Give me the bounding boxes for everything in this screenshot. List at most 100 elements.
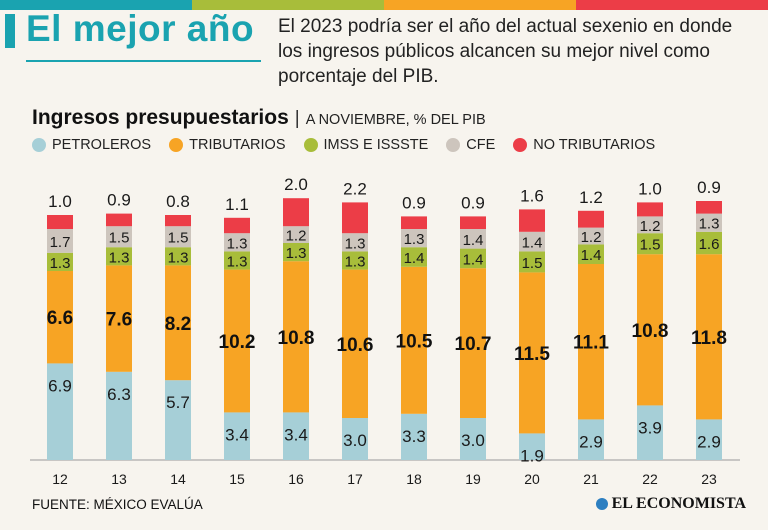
chart-legend: PETROLEROS TRIBUTARIOS IMSS E ISSSTE CFE NO … (32, 137, 655, 153)
chart-title-separator: | (294, 108, 300, 129)
bar-stack (578, 210, 604, 460)
bar-segment (519, 272, 545, 434)
data-label: 0.9 (697, 178, 721, 197)
data-label: 10.6 (337, 335, 374, 356)
bar-segment (224, 269, 250, 413)
bar-segment (165, 215, 191, 227)
legend-item: NO TRIBUTARIOS (513, 137, 655, 153)
data-label: 1.3 (404, 231, 425, 248)
data-label: 1.3 (50, 255, 71, 272)
data-label: 8.2 (165, 314, 191, 335)
data-label: 1.3 (109, 249, 130, 266)
bar-segment (519, 433, 545, 460)
bar-segment (106, 371, 132, 460)
data-label: 1.3 (227, 254, 248, 271)
data-label: 11.8 (691, 328, 727, 349)
bar-segment (460, 229, 486, 249)
legend-label: IMSS E ISSSTE (323, 137, 429, 153)
bar-stack (224, 217, 250, 460)
legend-swatch (169, 138, 184, 152)
bar-segment (224, 412, 250, 460)
bar-segment (342, 202, 368, 234)
data-label: 3.4 (284, 425, 308, 444)
x-tick-label: 13 (111, 471, 127, 487)
data-label: 3.0 (461, 431, 485, 450)
legend-label: PETROLEROS (52, 137, 152, 153)
bar-segment (47, 252, 73, 271)
data-label: 10.7 (455, 334, 492, 355)
bar-segment (578, 264, 604, 420)
bar-segment (460, 216, 486, 229)
data-label: 1.3 (345, 235, 366, 252)
bar-segment (401, 247, 427, 267)
data-label: 11.5 (514, 344, 550, 365)
data-label: 10.5 (396, 331, 433, 352)
bar-segment (283, 226, 309, 243)
bar-segment (165, 265, 191, 381)
bar-segment (283, 243, 309, 262)
data-label: 1.4 (404, 250, 425, 267)
bar-stack (283, 198, 309, 460)
data-label: 1.0 (638, 179, 662, 198)
bar-segment (342, 269, 368, 418)
data-label: 1.9 (520, 446, 544, 465)
bar-stack (637, 202, 663, 460)
data-label: 11.1 (573, 333, 609, 354)
data-label: 1.1 (225, 195, 249, 214)
bar-segment (696, 201, 722, 214)
legend-item: TRIBUTARIOS (169, 137, 286, 153)
data-label: 1.3 (699, 216, 720, 233)
bar-stack (47, 215, 73, 460)
data-label: 1.3 (345, 254, 366, 271)
chart-subtitle: A NOVIEMBRE, % DEL PIB (305, 112, 486, 128)
legend-swatch (32, 138, 46, 152)
bar-segment (47, 229, 73, 253)
bar-segment (342, 251, 368, 270)
data-label: 1.5 (640, 237, 661, 254)
data-label: 3.0 (343, 431, 367, 450)
bar-segment (283, 198, 309, 227)
legend-item: IMSS E ISSSTE (303, 137, 429, 153)
bar-segment (637, 233, 663, 255)
data-label: 1.2 (286, 228, 307, 245)
data-label: 3.4 (225, 425, 249, 444)
source-note: FUENTE: MÉXICO EVALÚA (32, 497, 203, 512)
bar-segment (47, 271, 73, 364)
x-tick-label: 14 (170, 471, 186, 487)
brand-name: EL ECONOMISTA (611, 495, 746, 512)
bar-segment (224, 233, 250, 252)
legend-label: NO TRIBUTARIOS (533, 137, 656, 153)
bar-segment (460, 418, 486, 460)
bar-segment (401, 266, 427, 414)
bar-segment (519, 231, 545, 252)
legend-swatch (446, 138, 461, 152)
data-label: 1.4 (463, 232, 484, 249)
data-label: 5.7 (166, 393, 190, 412)
bar-segment (47, 215, 73, 229)
data-label: 6.3 (107, 385, 131, 404)
bar-segment (637, 254, 663, 406)
bar-segment (578, 419, 604, 460)
bar-segment (165, 226, 191, 248)
data-label: 1.7 (50, 234, 71, 251)
x-tick-label: 19 (465, 471, 481, 487)
bar-segment (106, 226, 132, 248)
bar-segment (106, 265, 132, 372)
x-tick-label: 16 (288, 471, 304, 487)
bar-stack (342, 202, 368, 460)
data-label: 2.2 (343, 179, 367, 198)
bar-segment (578, 244, 604, 264)
x-tick-label: 23 (701, 471, 717, 487)
bar-stack (401, 216, 427, 460)
bar-segment (578, 227, 604, 245)
bar-segment (519, 209, 545, 232)
data-label: 1.2 (640, 218, 661, 235)
bar-segment (106, 213, 132, 227)
data-label: 1.6 (699, 236, 720, 253)
bar-segment (637, 405, 663, 460)
bar-segment (165, 380, 191, 460)
bar-segment (401, 229, 427, 248)
data-label: 0.9 (461, 193, 485, 212)
data-label: 10.2 (219, 332, 256, 353)
